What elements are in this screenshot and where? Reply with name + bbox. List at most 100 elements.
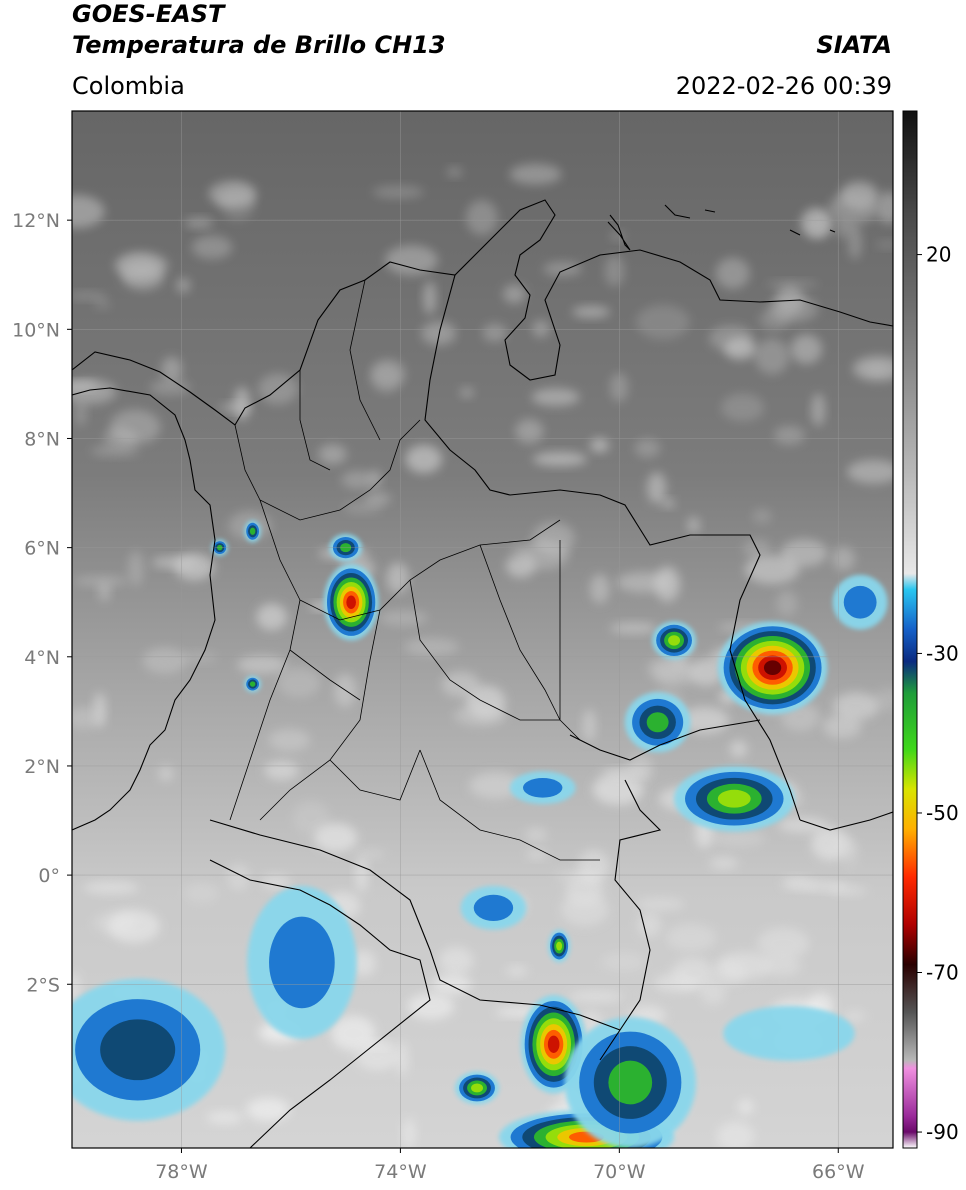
storm-contour [523,777,563,798]
longitude-ticks: 78°W 74°W 70°W 66°W [155,1148,865,1183]
cloud-patch [828,192,879,225]
cloud-patch [647,472,667,504]
cloud-patch [314,823,358,853]
cloud-patch [220,185,255,221]
title-line-2: Temperatura de Brillo CH13 [72,31,446,59]
cloud-patch [385,245,438,276]
cloud-patch [402,1118,416,1148]
cloud-patch [554,869,606,883]
curacao-aruba [607,204,836,251]
cloud-patch [114,252,168,279]
cloud-patch [466,199,498,236]
cloud-patch [846,459,893,484]
storm-cell [455,1071,499,1105]
storm-cell [717,621,828,715]
border-ecuador-peru [209,859,431,1148]
cloud-patch [72,707,102,729]
storm-cell [323,564,379,641]
cloud-patch [720,393,765,422]
storm-contour [249,527,256,535]
cloud-patch [370,358,407,387]
lon-tick-label: 66°W [812,1161,865,1183]
cloud-patch [181,651,218,663]
cloud-patch [590,438,610,453]
cloud-patch [711,830,766,847]
colorbar-ticks: 20 -30 -50 -70 -90 [917,243,959,1144]
cloud-patch [176,277,191,294]
cloud-patch [318,444,347,465]
storm-contour [723,1006,855,1061]
cloud-patch [764,955,801,977]
cloud-patch [832,692,880,721]
cloud-patch [665,924,717,952]
cloud-patch [784,879,820,889]
cloud-patch [709,856,739,870]
border-venezuela-east [799,811,893,831]
cloud-patch [768,294,819,323]
storm-cell [652,621,696,660]
cloud-patch [466,685,506,719]
cloud-patch [151,556,197,568]
storm-contour [646,712,669,733]
cloud-patch [441,671,480,698]
cloud-patch [378,610,428,626]
storm-contour [249,681,256,687]
cloud-patch [509,163,562,185]
storm-cell [564,1017,696,1148]
cloud-patch [521,540,569,570]
cloud-patch [107,909,160,943]
cloud-patch [636,304,690,340]
storm-contour [556,941,563,951]
cloud-patch [671,957,715,990]
coastline-pacific [72,387,216,831]
storm-contour [100,1019,176,1081]
cloud-patch [662,498,675,508]
cloud-patch [532,320,550,338]
cloud-patch [609,622,658,634]
cloud-patch [790,334,823,364]
cloud-patch [604,255,625,287]
cloud-patch [592,773,644,806]
storm-cell [460,886,527,930]
colorbar-tick-label: -30 [926,641,959,665]
map-frame [71,110,894,1149]
cloud-patch [647,656,691,681]
lon-tick-label: 74°W [374,1161,427,1183]
storm-cell [244,520,261,543]
cloud-patch [724,337,757,360]
cloud-patch [582,709,596,742]
cloud-patch [184,217,214,229]
cloud-patch [778,817,828,833]
cloud-patch [853,355,893,382]
cloud-patch [569,990,624,1002]
cloud-patch [246,1097,290,1122]
boundaries [72,199,893,1148]
cloud-patch [515,419,544,444]
cloud-patch [83,880,139,895]
storm-cell [72,978,226,1121]
cloud-patch [572,306,611,318]
cloud-patch [634,897,685,911]
cloud-patch [634,438,661,458]
cloud-patch [149,380,191,395]
cloud-patch [506,966,528,976]
cloud-patch [773,425,805,445]
lat-tick-label: 4°N [24,647,60,669]
cloud-patch [237,655,288,674]
cloud-patch [227,864,250,891]
cloud-patch [873,688,893,711]
cloud-patch [757,927,810,960]
cloud-patch [90,445,140,457]
storm-cell [247,886,357,1039]
cloud-patch [331,1015,376,1051]
border-colombia-venezuela [424,274,801,821]
lat-tick-label: 10°N [12,319,60,341]
cloud-patch [72,972,81,1003]
cloud-patch [423,281,437,315]
coastline-caribbean [72,199,893,426]
cloud-patch [72,379,117,405]
cloud-patch [766,280,819,289]
lat-tick-label: 6°N [24,538,60,560]
storm-contour [668,635,681,646]
cloud-patch [110,409,161,445]
